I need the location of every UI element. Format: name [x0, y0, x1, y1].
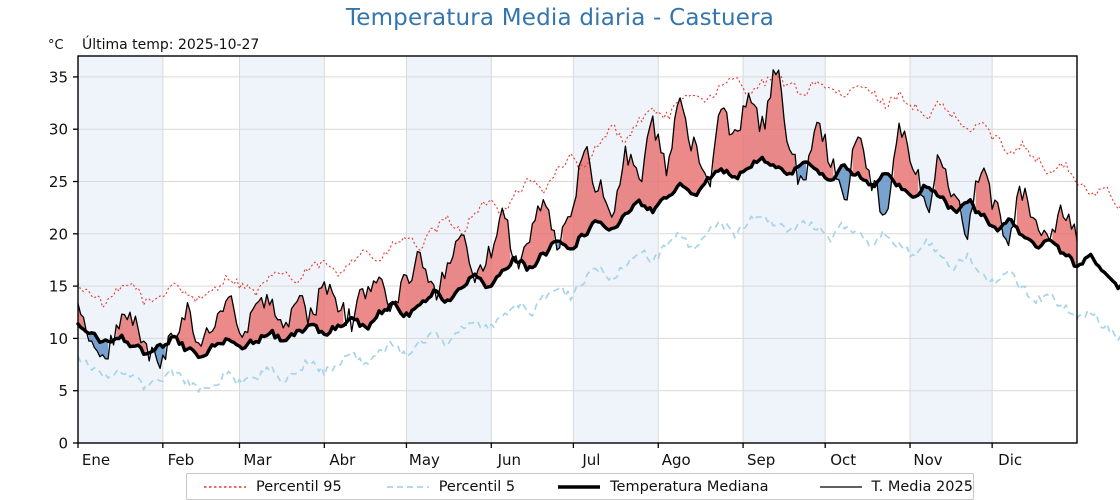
- plot-background-bands: [78, 56, 1077, 443]
- y-axis-unit-label: °C: [48, 38, 64, 53]
- svg-text:Jun: Jun: [497, 451, 521, 469]
- svg-text:Dic: Dic: [998, 451, 1022, 469]
- legend-swatch-p95-icon: [204, 485, 246, 488]
- svg-text:Ene: Ene: [82, 451, 110, 469]
- legend-label: Percentil 95: [256, 478, 342, 495]
- svg-text:Nov: Nov: [913, 451, 942, 469]
- legend-item-percentil-95[interactable]: Percentil 95: [189, 474, 342, 499]
- legend-label: T. Media 2025: [871, 478, 973, 495]
- svg-text:25: 25: [49, 173, 68, 191]
- svg-text:20: 20: [49, 225, 68, 243]
- svg-text:0: 0: [58, 435, 68, 453]
- svg-text:May: May: [409, 451, 440, 469]
- legend-swatch-p5-icon: [386, 485, 429, 488]
- svg-text:Feb: Feb: [168, 451, 195, 469]
- legend-swatch-year-icon: [819, 485, 862, 488]
- plot-frame: [77, 55, 1078, 444]
- chart-legend: Percentil 95 Percentil 5 Temperatura Med…: [186, 473, 974, 500]
- legend-item-temperatura-mediana[interactable]: Temperatura Mediana: [543, 474, 769, 499]
- svg-text:Abr: Abr: [329, 451, 356, 469]
- x-axis-ticks: Ene Feb Mar Abr May Jun Jul Ago Sep Oct Nov Dic: [77, 443, 1022, 469]
- page-title: Temperatura Media diaria - Castuera: [345, 5, 775, 31]
- svg-text:Jul: Jul: [581, 451, 600, 469]
- last-temp-label: Última temp: 2025-10-27: [82, 37, 260, 53]
- svg-text:10: 10: [49, 330, 68, 348]
- series-fills: [78, 69, 1077, 369]
- legend-item-t-media-2025[interactable]: T. Media 2025: [805, 474, 973, 499]
- svg-text:Sep: Sep: [747, 451, 775, 469]
- legend-label: Temperatura Mediana: [610, 478, 769, 495]
- svg-text:5: 5: [58, 382, 68, 400]
- svg-text:Ago: Ago: [662, 451, 691, 469]
- series-lines: [76, 69, 1120, 393]
- plot-gridlines: [78, 56, 1077, 443]
- svg-text:30: 30: [49, 121, 68, 139]
- legend-item-percentil-5[interactable]: Percentil 5: [372, 474, 515, 499]
- svg-text:Oct: Oct: [830, 451, 856, 469]
- svg-text:15: 15: [49, 278, 68, 296]
- legend-swatch-median-icon: [558, 484, 601, 489]
- y-axis-ticks: 0 5 10 15 20 25 30 35: [49, 68, 78, 453]
- svg-text:35: 35: [49, 68, 68, 86]
- svg-text:Mar: Mar: [243, 451, 272, 469]
- legend-label: Percentil 5: [438, 478, 516, 495]
